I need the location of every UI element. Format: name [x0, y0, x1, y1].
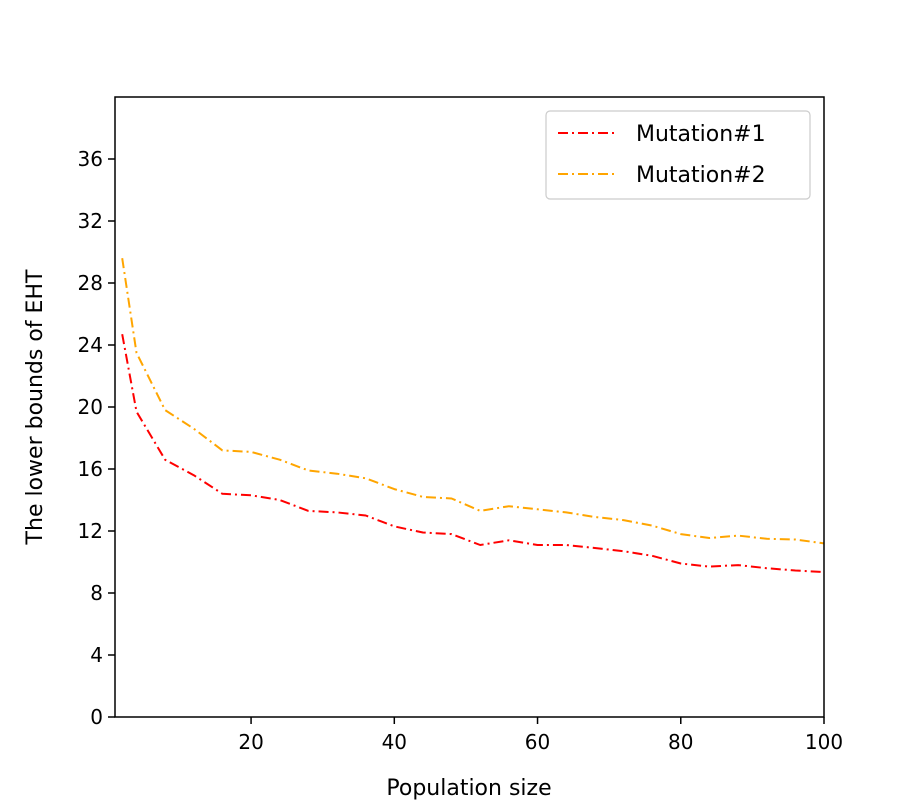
- x-tick-label: 60: [525, 730, 550, 754]
- y-tick-label: 8: [90, 581, 103, 605]
- y-tick-label: 12: [78, 519, 103, 543]
- legend: Mutation#1 Mutation#2: [545, 110, 811, 200]
- series-layer: [121, 258, 825, 574]
- y-tick-label: 28: [78, 271, 103, 295]
- y-tick-label: 4: [90, 643, 103, 667]
- legend-label-mutation2: Mutation#2: [636, 163, 766, 188]
- series-line-mutation-1: [121, 334, 825, 574]
- y-axis: 0 4 8 12 16 20 24 28 32 36: [78, 147, 115, 729]
- y-tick-label: 20: [78, 395, 103, 419]
- y-tick-label: 16: [78, 457, 103, 481]
- y-tick-label: 32: [78, 209, 103, 233]
- x-axis-label: Population size: [386, 776, 551, 801]
- legend-label-mutation1: Mutation#1: [636, 122, 766, 147]
- x-axis: 20 40 60 80 100: [238, 717, 843, 754]
- y-tick-label: 36: [78, 147, 103, 171]
- x-tick-label: 20: [238, 730, 263, 754]
- y-tick-label: 0: [90, 705, 103, 729]
- x-tick-label: 100: [805, 730, 843, 754]
- x-tick-label: 80: [668, 730, 693, 754]
- y-axis-label: The lower bounds of EHT: [23, 269, 48, 545]
- plot-background: [115, 97, 824, 717]
- x-tick-label: 40: [382, 730, 407, 754]
- series-line-mutation-2: [121, 258, 825, 545]
- y-tick-label: 24: [78, 333, 103, 357]
